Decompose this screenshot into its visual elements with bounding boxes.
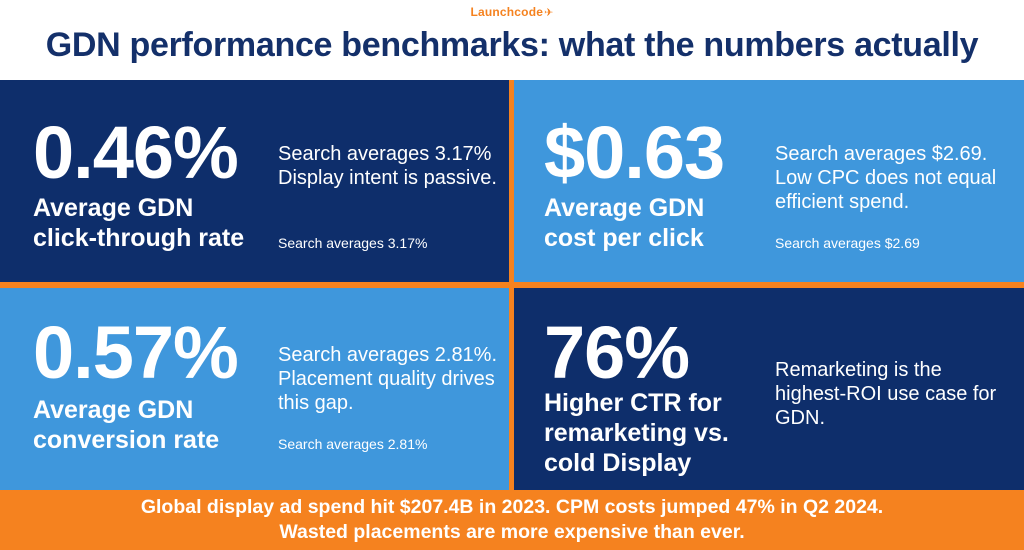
brand-logo: Launchcode✈	[0, 5, 1024, 19]
footer-line2: Wasted placements are more expensive tha…	[279, 521, 745, 543]
remarketing-label-line3: cold Display	[544, 449, 692, 477]
conversion-label-line1: Average GDN	[33, 396, 194, 424]
remarketing-value: 76%	[544, 311, 690, 394]
cpc-label-line2: cost per click	[544, 224, 704, 252]
footer-banner: Global display ad spend hit $207.4B in 2…	[0, 490, 1024, 550]
remarketing-card: 76% Higher CTR for remarketing vs. cold …	[514, 288, 1024, 490]
cpc-value: $0.63	[544, 111, 725, 194]
footer-line1: Global display ad spend hit $207.4B in 2…	[140, 496, 884, 518]
benchmark-grid: 0.46% Average GDN click-through rate Sea…	[0, 80, 1024, 490]
remarketing-description: Remarketing is the highest-ROI use case …	[775, 359, 997, 429]
conversion-value: 0.57%	[33, 311, 239, 394]
conversion-description: Search averages 2.81%. Placement quality…	[278, 344, 498, 414]
conversion-note: Search averages 2.81%	[278, 436, 428, 452]
cpc-description: Search averages $2.69. Low CPC does not …	[775, 143, 997, 213]
remarketing-label: Higher CTR for remarketing vs. cold Disp…	[544, 388, 784, 478]
plane-icon: ✈	[544, 7, 554, 19]
ctr-label: Average GDN click-through rate	[33, 193, 273, 253]
ctr-note: Search averages 3.17%	[278, 235, 428, 251]
cpc-label: Average GDN cost per click	[544, 193, 784, 253]
remarketing-label-line1: Higher CTR for	[544, 389, 722, 417]
ctr-description: Search averages 3.17% Display intent is …	[278, 143, 497, 189]
brand-logo-text: Launchcode	[470, 5, 544, 19]
conversion-label-line2: conversion rate	[33, 426, 220, 454]
remarketing-label-line2: remarketing vs.	[544, 419, 729, 447]
cpc-label-line1: Average GDN	[544, 194, 705, 222]
ctr-label-line2: click-through rate	[33, 224, 245, 252]
ctr-card: 0.46% Average GDN click-through rate Sea…	[0, 80, 509, 282]
cpc-card: $0.63 Average GDN cost per click Search …	[514, 80, 1024, 282]
ctr-value: 0.46%	[33, 111, 239, 194]
conversion-label: Average GDN conversion rate	[33, 395, 273, 455]
conversion-card: 0.57% Average GDN conversion rate Search…	[0, 288, 509, 490]
cpc-note: Search averages $2.69	[775, 235, 920, 251]
ctr-label-line1: Average GDN	[33, 194, 194, 222]
